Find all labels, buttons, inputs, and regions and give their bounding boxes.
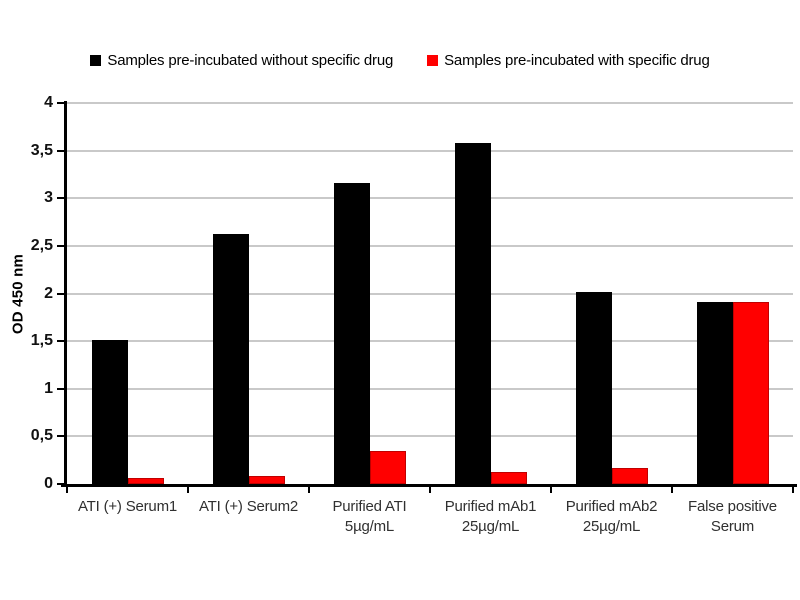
- x-axis-category-label: Purified mAb2 25µg/mL: [565, 498, 658, 535]
- x-axis-category-label: ATI (+) Serum1: [77, 498, 178, 515]
- gridline: [67, 197, 793, 200]
- bar-without-drug: [212, 233, 249, 484]
- x-axis-tick: [187, 486, 189, 493]
- y-axis-tick: [57, 102, 65, 104]
- bar-without-drug: [91, 340, 128, 484]
- x-axis-tick: [792, 486, 794, 493]
- y-axis-line: [64, 101, 67, 487]
- legend-swatch-black-icon: [90, 55, 102, 66]
- gridline: [67, 435, 793, 438]
- y-axis-tick-label: 2,5: [30, 236, 53, 254]
- x-axis-line: [61, 484, 797, 487]
- legend-label-without-drug: Samples pre-incubated without specific d…: [107, 52, 394, 69]
- legend-swatch-red-icon: [427, 55, 439, 66]
- bar-with-drug: [732, 302, 769, 484]
- plot-area: 0 0,5 1 1,5 2 2,5 3 3,5 4 ATI (+) Serum1 ATI (+) S…: [31, 94, 797, 535]
- bar-without-drug: [454, 143, 491, 484]
- y-axis-tick-label: 3,5: [30, 141, 53, 159]
- chart-legend: Samples pre-incubated without specific d…: [0, 52, 800, 69]
- bar-without-drug: [696, 302, 733, 484]
- y-axis-tick: [57, 340, 65, 343]
- x-axis-tick: [671, 486, 673, 493]
- legend-label-with-drug: Samples pre-incubated with specific drug: [444, 52, 710, 69]
- x-axis-tick: [429, 486, 431, 493]
- y-axis-tick: [57, 435, 65, 438]
- y-axis-tick-label: 1,5: [30, 332, 53, 350]
- x-axis-tick: [66, 486, 68, 493]
- y-axis-tick: [57, 387, 65, 390]
- gridline: [67, 292, 793, 295]
- x-axis-category-label: Purified mAb1 25µg/mL: [444, 498, 537, 535]
- y-axis-tick: [57, 244, 65, 247]
- y-axis-tick: [57, 292, 65, 295]
- x-axis-category-label: Purified ATI 5µg/mL: [332, 498, 407, 535]
- legend-item-without-drug: Samples pre-incubated without specific d…: [90, 52, 393, 69]
- bar-with-drug: [611, 467, 648, 484]
- legend-item-with-drug: Samples pre-incubated with specific drug: [427, 52, 710, 69]
- y-axis-tick-label: 4: [44, 94, 53, 111]
- x-axis-tick: [308, 486, 310, 493]
- bar-with-drug: [490, 471, 527, 484]
- bar-without-drug: [333, 183, 370, 484]
- gridline: [67, 244, 793, 247]
- y-axis-tick-label: 3: [44, 189, 53, 207]
- y-axis-tick-label: 1: [44, 379, 53, 397]
- gridline: [67, 387, 793, 390]
- y-axis-tick-label: 2: [44, 284, 53, 302]
- y-axis-tick: [57, 197, 65, 200]
- bar-with-drug: [248, 476, 285, 484]
- bar-without-drug: [575, 291, 612, 484]
- bar-with-drug: [369, 450, 406, 484]
- x-axis-category-label: ATI (+) Serum2: [198, 498, 299, 515]
- x-axis-category-label: False positive Serum: [688, 498, 777, 535]
- y-axis-tick-label: 0: [44, 475, 53, 492]
- bar-with-drug: [127, 478, 164, 484]
- x-axis-tick: [550, 486, 552, 493]
- gridline: [67, 340, 793, 343]
- y-axis-tick-label: 0,5: [30, 427, 53, 445]
- y-axis-tick: [57, 149, 65, 152]
- gridline: [67, 149, 793, 152]
- gridline: [67, 102, 793, 104]
